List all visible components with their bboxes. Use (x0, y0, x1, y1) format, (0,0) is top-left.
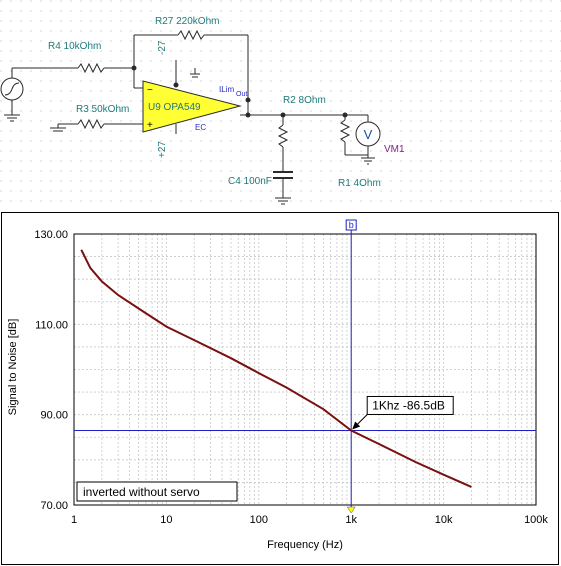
legend-box: inverted without servo (76, 481, 238, 502)
cursor-b[interactable]: b (74, 219, 536, 514)
voltmeter-icon[interactable] (355, 121, 381, 147)
r2-label: R2 8Ohm (283, 95, 326, 106)
sine-icon (4, 82, 20, 96)
series-line-inverted-without-servo (80, 249, 472, 488)
annotation-arrowhead (352, 421, 361, 430)
x-tick-label: 100k (524, 514, 548, 526)
y-tick-label: 70.00 (40, 500, 68, 512)
r3-label: R3 50kOhm (76, 104, 129, 115)
plus-sign: + (147, 120, 153, 131)
vm1-label: VM1 (384, 144, 405, 155)
ec-label: EC (195, 123, 206, 132)
plot-frame (1, 212, 559, 565)
snr-chart: 70.00 90.00 110.00 130.00 1 10 100 1k 10k 100k b… (7, 219, 548, 551)
series-group (80, 249, 472, 488)
pos-supply-label: +27 (157, 141, 168, 158)
chart-grid (74, 234, 536, 505)
annotation-box (366, 395, 454, 415)
minus-sign: − (147, 85, 153, 96)
x-axis-title: Frequency (Hz) (267, 539, 343, 551)
cursor-bottom-marker[interactable] (346, 506, 356, 514)
y-tick-label: 110.00 (35, 319, 68, 331)
r27-resistor[interactable] (177, 29, 205, 41)
opamp-u9[interactable] (142, 80, 242, 133)
y-tick-label: 90.00 (40, 410, 68, 422)
neg-supply-label: -27 (157, 40, 168, 55)
r1-label: R1 4Ohm (338, 178, 381, 189)
x-tick-label: 1k (345, 514, 357, 526)
ilim-label: ILim (219, 85, 234, 94)
annotation-text: 1Khz -86.5dB (372, 398, 445, 412)
r4-resistor[interactable] (77, 62, 105, 74)
r3-resistor[interactable] (77, 118, 105, 130)
c4-label: C4 100nF (228, 176, 272, 187)
x-tick-label: 10k (435, 514, 453, 526)
r27-label: R27 220kOhm (155, 16, 219, 27)
cursor-annotation: 1Khz -86.5dB (352, 395, 454, 430)
x-tick-label: 100 (250, 514, 268, 526)
y-axis-title: Signal to Noise [dB] (7, 319, 19, 416)
cursor-handle[interactable] (345, 219, 357, 231)
x-axis-ticks: 1 10 100 1k 10k 100k (71, 514, 548, 526)
x-tick-label: 1 (71, 514, 77, 526)
r4-label: R4 10kOhm (48, 41, 101, 52)
schematic-grid (0, 0, 561, 210)
schematic: V U9 OPA549 − + R4 10kOhm R27 220kOhm R3… (0, 0, 561, 210)
out-pin-label: Out (236, 91, 247, 98)
x-tick-label: 10 (160, 514, 172, 526)
y-tick-label: 130.00 (34, 229, 68, 241)
schematic-wires (0, 29, 375, 205)
u9-label: U9 OPA549 (148, 102, 201, 113)
cursor-label: b (349, 220, 354, 230)
r2-resistor[interactable] (277, 124, 289, 148)
vm-symbol: V (364, 127, 373, 142)
r1-resistor[interactable] (339, 119, 351, 143)
plot-area (73, 233, 537, 506)
legend-text: inverted without servo (83, 485, 200, 499)
y-axis-ticks: 70.00 90.00 110.00 130.00 (34, 229, 68, 512)
